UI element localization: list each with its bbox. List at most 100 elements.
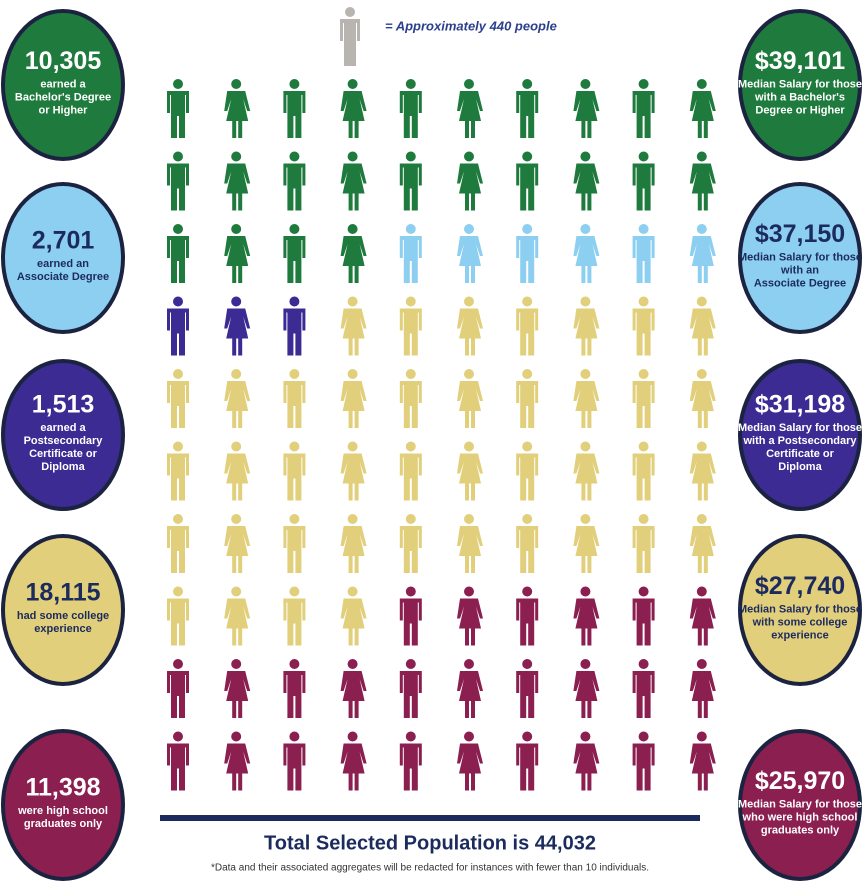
icon-body [167,91,189,138]
icon-body [516,743,539,791]
person-icon [457,79,483,138]
person-icon [632,224,655,283]
icon-head [405,441,416,452]
count: 10,305 [25,47,102,75]
icon-body [167,598,189,646]
icon-body [340,671,367,718]
icon-head [405,514,416,524]
person-icon [340,151,367,211]
person-icon [224,586,251,646]
person-icon [457,224,483,283]
icon-head [580,369,591,379]
icon-head [347,369,358,379]
person-icon [573,514,600,573]
person-icon [340,441,367,501]
icon-head [173,224,183,234]
person-icon [224,296,251,356]
icon-head [231,151,242,162]
person-icon [399,441,422,501]
icon-body [399,526,422,573]
divider [160,815,700,821]
icon-head [522,659,533,669]
person-icon [167,224,189,283]
icon-head [231,296,242,307]
person-icon [283,296,306,356]
icon-body [283,598,306,646]
person-icon [224,79,251,138]
icon-body [224,453,251,501]
icon-body [399,453,422,501]
count: 18,115 [25,579,100,607]
icon-head [580,151,591,162]
icon-head [289,151,300,162]
icon-body [283,381,306,428]
icon-head [696,441,707,452]
person-icon [573,79,600,138]
icon-body [224,743,251,791]
icon-head [696,369,707,379]
person-icon [283,731,306,791]
icon-body [516,163,539,211]
icon-body [457,598,483,646]
icon-head [522,731,533,742]
person-icon [167,79,189,138]
person-icon [516,79,539,138]
icon-body [167,671,189,718]
person-icon [689,659,716,718]
stat-label: Median Salary for those [738,603,862,615]
person-icon [573,731,600,791]
icon-head [464,586,474,597]
icon-head [173,296,183,307]
stat-circle [738,729,862,881]
person-icon [632,79,655,138]
person-icon [457,659,483,718]
icon-body [689,163,716,211]
icon-body [224,163,251,211]
icon-body [340,526,367,573]
stat-label: Diploma [41,461,85,473]
stat-label: Median Salary for those [738,251,862,263]
person-icon [224,659,251,718]
icon-head [173,369,183,379]
icon-head [173,79,183,89]
person-icon [340,659,367,718]
icon-head [522,586,533,597]
person-icon [399,659,422,718]
icon-head [464,441,474,452]
person-icon [516,441,539,501]
icon-body [283,236,306,283]
icon-body [224,308,251,356]
person-icon [689,441,716,501]
icon-head [580,586,591,597]
icon-head [580,514,591,524]
person-icon [340,369,367,428]
icon-body [689,671,716,718]
person-icon [167,731,189,791]
person-icon [224,514,251,573]
icon-body [573,598,600,646]
icon-head [289,586,300,597]
person-icon [573,659,600,718]
icon-body [224,526,251,573]
person-icon [573,296,600,356]
salary: $31,198 [755,391,845,419]
stat-label: Median Salary for those [738,78,862,90]
person-icon [689,586,716,646]
icon-head [289,441,300,452]
icon-body [689,526,716,573]
icon-head [522,79,533,89]
person-icon [689,296,716,356]
person-icon [632,151,655,211]
icon-body [573,308,600,356]
icon-head [347,79,358,89]
icon-body [457,381,483,428]
person-icon [689,369,716,428]
icon-head [289,514,300,524]
stat-label: Median Salary for those [738,798,862,810]
icon-head [464,659,474,669]
person-icon [632,369,655,428]
icon-head [638,224,649,234]
icon-head [696,659,707,669]
person-icon [283,151,306,211]
person-icon [689,514,716,573]
